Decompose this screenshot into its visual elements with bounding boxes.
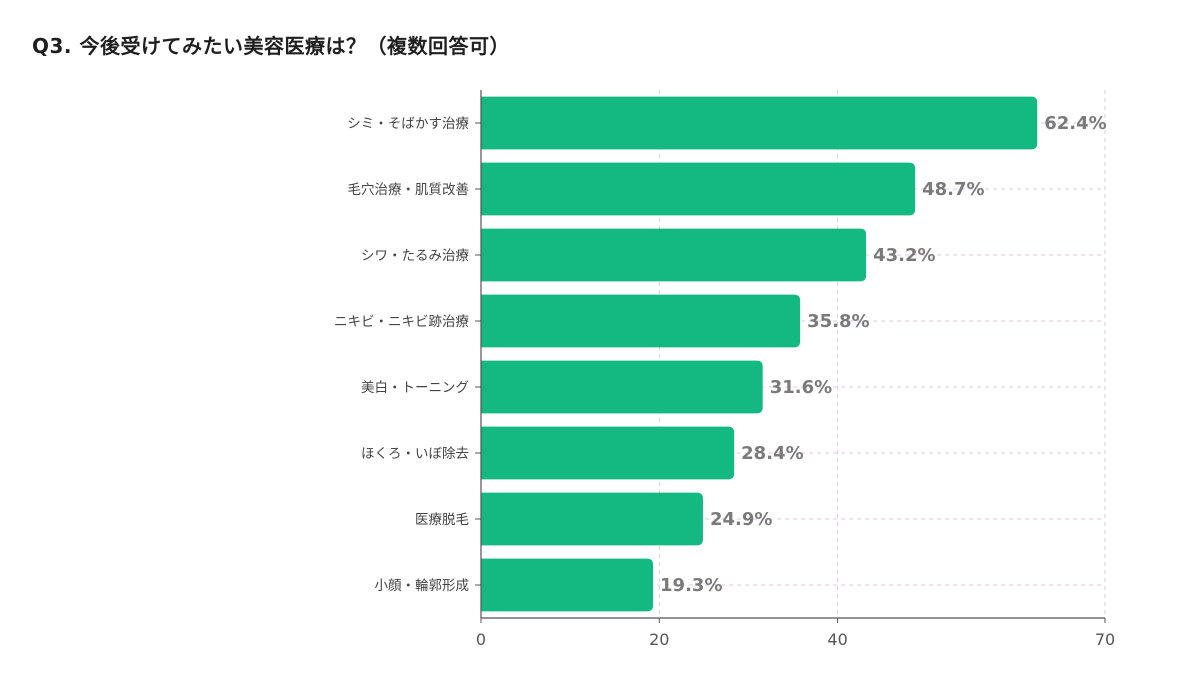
data-label: 43.2% — [873, 245, 935, 266]
bar — [481, 558, 654, 612]
data-label: 24.9% — [710, 509, 772, 530]
category-label: ニキビ・ニキビ跡治療 — [334, 313, 469, 330]
bar — [481, 162, 916, 216]
category-label: 美白・トーニング — [361, 380, 469, 396]
category-label: シワ・たるみ治療 — [361, 247, 469, 264]
data-label: 31.6% — [770, 377, 832, 398]
x-tick-label: 20 — [649, 630, 669, 649]
chart-title: Q3. 今後受けてみたい美容医療は？（複数回答可） — [32, 34, 510, 58]
labels: 62.4% シミ・そばかす治療 48.7% 毛穴治療・肌質改善 43.2% シワ・たるみ治… — [334, 113, 1115, 649]
category-label: シミ・そばかす治療 — [347, 115, 469, 132]
category-label: 医療脱毛 — [415, 511, 469, 528]
bar — [481, 492, 703, 546]
data-label: 48.7% — [922, 179, 984, 200]
data-label: 19.3% — [660, 575, 722, 596]
bar — [481, 96, 1038, 150]
category-label: 小顔・輪郭形成 — [375, 577, 470, 594]
x-tick-label: 70 — [1095, 630, 1115, 649]
bar — [481, 228, 867, 282]
bar — [481, 426, 735, 480]
category-label: ほくろ・いぼ除去 — [361, 446, 469, 462]
bars — [481, 96, 1038, 612]
x-tick-label: 0 — [476, 630, 486, 649]
category-label: 毛穴治療・肌質改善 — [348, 181, 470, 198]
axes — [475, 90, 1106, 623]
data-label: 35.8% — [807, 311, 869, 332]
bar — [481, 294, 801, 348]
data-label: 28.4% — [741, 443, 803, 464]
x-tick-label: 40 — [827, 630, 847, 649]
bar — [481, 360, 763, 414]
data-label: 62.4% — [1044, 113, 1106, 134]
